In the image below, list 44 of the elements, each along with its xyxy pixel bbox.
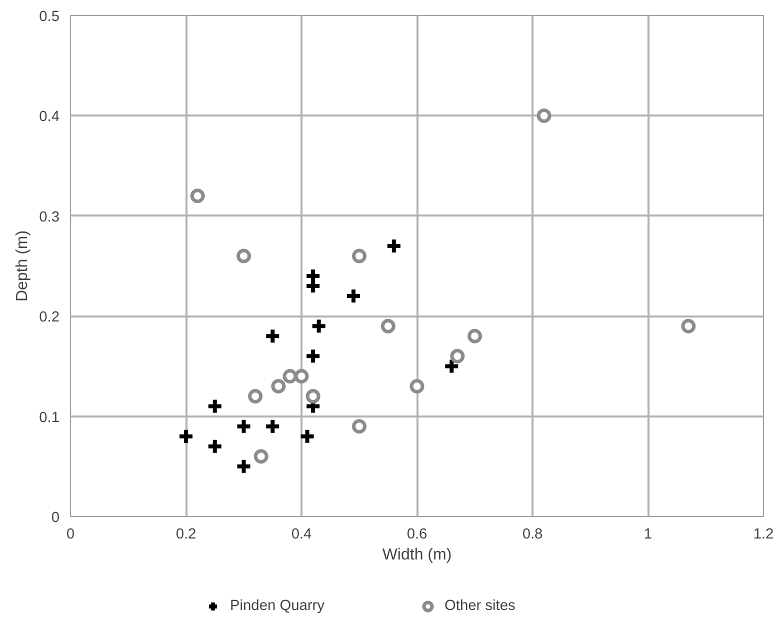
x-tick-label: 0.4 [291,526,312,542]
legend-label: Other sites [444,598,516,614]
point [190,188,205,204]
y-tick-label: 0.4 [39,109,60,126]
x-tick-label: 0.2 [176,526,196,542]
point [306,389,320,404]
x-axis-title: Width (m) [382,546,452,564]
x-tick-label: 1 [644,526,652,542]
point [235,418,252,435]
y-tick-label: 0.3 [39,209,60,226]
point [254,449,268,464]
legend-label: Pinden Quarry [230,598,324,614]
point [536,108,552,123]
point [235,458,252,475]
point [310,318,328,335]
point [681,318,696,334]
point [264,418,282,435]
x-tick-label: 0.6 [406,526,428,542]
y-tick-label: 0.5 [39,9,60,25]
y-tick-label: 0.1 [39,410,60,426]
point [236,248,251,264]
point [206,438,224,455]
point [282,368,298,384]
y-axis-title: Depth (m) [14,230,32,302]
x-tick-label: 0 [66,526,75,542]
y-tick-label: 0 [51,510,60,526]
point [450,348,465,364]
point [380,318,396,334]
point [410,379,424,394]
point [248,389,263,404]
point [304,348,322,365]
point [264,328,282,345]
point [294,368,309,384]
y-tick-label: 0.2 [39,310,60,326]
point [206,398,224,415]
point [298,428,316,445]
x-tick-label: 1.2 [753,526,774,542]
point [352,419,366,434]
point [352,248,366,264]
point [443,358,460,375]
point [178,428,194,445]
point [271,379,286,394]
x-tick-label: 0.8 [522,526,543,542]
point [468,328,482,344]
